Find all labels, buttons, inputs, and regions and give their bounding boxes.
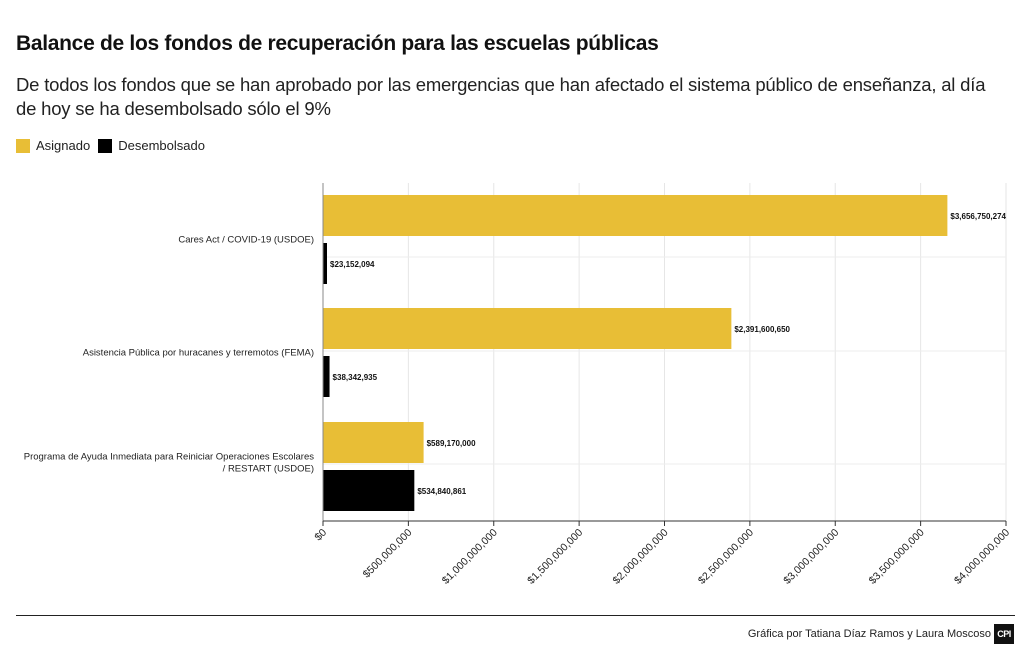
category-label: / RESTART (USDOE) [223,464,314,475]
x-tick-label: $1,000,000,000 [440,527,500,587]
data-label-desembolsado-1: $23,152,094 [330,260,375,269]
x-tick-label: $1,500,000,000 [525,527,585,587]
cpi-logo: CPI [994,624,1014,644]
bar-asignado-2 [323,308,732,349]
x-tick-label: $2,500,000,000 [696,527,756,587]
legend-label-desembolsado: Desembolsado [118,138,205,153]
data-label-asignado-2: $2,391,600,650 [734,325,790,334]
legend-swatch-asignado [16,138,30,153]
data-label-desembolsado-2: $38,342,935 [333,373,378,382]
footer-divider [16,615,1015,616]
x-tick-label: $2,000,000,000 [611,527,671,587]
category-label: Programa de Ayuda Inmediata para Reinici… [24,452,315,463]
category-label: Asistencia Pública por huracanes y terre… [83,348,314,359]
x-tick-label: $3,500,000,000 [867,527,927,587]
legend-label-asignado: Asignado [36,138,91,153]
bar-asignado-1 [323,195,948,236]
data-label-asignado-3: $589,170,000 [427,439,476,448]
legend: Asignado Desembolsado [16,138,213,153]
data-label-desembolsado-3: $534,840,861 [417,487,466,496]
bar-desembolsado-3 [323,470,415,511]
x-tick-label: $3,000,000,000 [781,527,841,587]
x-tick-label: $4,000,000,000 [952,527,1012,587]
bar-asignado-3 [323,422,424,463]
x-tick-label: $500,000,000 [361,527,415,581]
chart-title: Balance de los fondos de recuperación pa… [16,32,659,55]
legend-swatch-desembolsado [98,138,113,153]
legend-item-asignado: Asignado [16,138,90,153]
legend-item-desembolsado: Desembolsado [98,138,205,153]
bar-desembolsado-1 [323,243,327,284]
credit-text: Gráfica por Tatiana Díaz Ramos y Laura M… [747,628,991,640]
category-label: Cares Act / COVID-19 (USDOE) [178,235,314,246]
data-label-asignado-1: $3,656,750,274 [950,212,1006,221]
bar-desembolsado-2 [323,356,330,397]
chart-subtitle: De todos los fondos que se han aprobado … [16,74,986,119]
x-tick-label: $0 [312,527,329,544]
